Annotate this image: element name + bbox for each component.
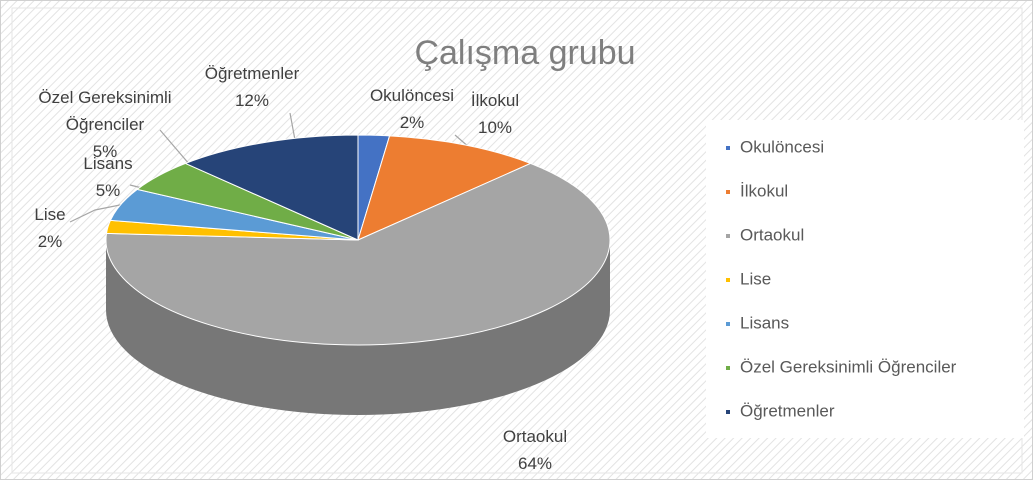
legend-marker (726, 366, 730, 370)
legend-marker (726, 322, 730, 326)
slice (105, 162, 611, 346)
data-label-name: Okulöncesi (369, 86, 455, 105)
data-label-value: 12% (234, 91, 270, 110)
legend-label: Lise (740, 269, 771, 288)
chart-title: Çalışma grubu (414, 34, 635, 72)
data-label-value: 5% (92, 142, 118, 161)
legend-label: İlkokul (740, 181, 788, 200)
data-label-name: Lisans (83, 154, 133, 173)
data-label-value: 64% (517, 454, 553, 473)
data-label-name: Özel Gereksinimli Öğrenciler (38, 88, 172, 134)
slice-side (106, 240, 610, 415)
legend-marker (726, 410, 730, 414)
legend-marker (726, 234, 730, 238)
data-label: Özel Gereksinimli Öğrenciler 5% (30, 84, 180, 165)
legend-label: Okulöncesi (740, 137, 824, 156)
data-label-value: 5% (95, 181, 121, 200)
data-label-name: Lise (34, 205, 66, 224)
data-label: Lise 2% (34, 201, 65, 255)
data-label-name: Öğretmenler (204, 64, 300, 83)
legend-marker (726, 146, 730, 150)
legend-label: Öğretmenler (740, 401, 835, 420)
data-label-value: 2% (399, 113, 425, 132)
legend-marker (726, 278, 730, 282)
data-label: İlkokul 10% (471, 87, 519, 141)
data-label-name: Ortaokul (502, 427, 568, 446)
data-label-value: 2% (37, 232, 63, 251)
legend-label: Ortaokul (740, 225, 804, 244)
slice (357, 135, 532, 241)
data-label: Ortaokul 64% (503, 423, 567, 477)
legend-label: Lisans (740, 313, 789, 332)
legend-marker (726, 190, 730, 194)
data-label: Öğretmenler 12% (205, 60, 299, 114)
slice (184, 134, 359, 241)
data-label: Okulöncesi 2% (370, 82, 454, 136)
legend-box (706, 120, 1024, 438)
data-label: Lisans 5% (83, 150, 132, 204)
data-label-value: 10% (477, 118, 513, 137)
legend-label: Özel Gereksinimli Öğrenciler (740, 357, 957, 376)
data-label-name: İlkokul (470, 91, 520, 110)
